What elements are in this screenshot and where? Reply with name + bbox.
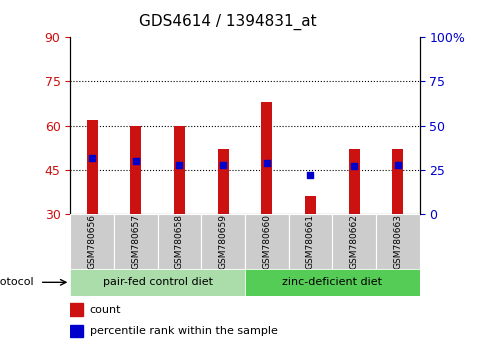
Bar <box>288 214 332 269</box>
Text: GSM780662: GSM780662 <box>349 214 358 269</box>
Bar <box>217 149 228 214</box>
Bar <box>392 149 402 214</box>
Text: GDS4614 / 1394831_at: GDS4614 / 1394831_at <box>139 14 316 30</box>
Bar <box>70 269 244 296</box>
Bar <box>332 214 375 269</box>
Text: GSM780659: GSM780659 <box>218 214 227 269</box>
Bar <box>157 214 201 269</box>
Text: count: count <box>90 305 121 315</box>
Bar <box>70 325 82 337</box>
Bar <box>174 126 184 214</box>
Point <box>219 162 227 167</box>
Text: GSM780656: GSM780656 <box>88 214 96 269</box>
Point <box>88 155 96 160</box>
Bar <box>261 102 272 214</box>
Text: zinc-deficient diet: zinc-deficient diet <box>282 277 381 287</box>
Bar <box>130 126 141 214</box>
Bar <box>348 149 359 214</box>
Point <box>132 158 139 164</box>
Bar <box>304 196 315 214</box>
Bar <box>70 303 82 316</box>
Point <box>175 162 183 167</box>
Bar <box>244 214 288 269</box>
Text: GSM780657: GSM780657 <box>131 214 140 269</box>
Text: percentile rank within the sample: percentile rank within the sample <box>90 326 277 336</box>
Text: pair-fed control diet: pair-fed control diet <box>103 277 212 287</box>
Text: GSM780661: GSM780661 <box>305 214 314 269</box>
Bar <box>244 269 419 296</box>
Bar <box>87 120 97 214</box>
Bar <box>70 214 114 269</box>
Bar <box>201 214 244 269</box>
Text: GSM780663: GSM780663 <box>393 214 401 269</box>
Bar <box>375 214 419 269</box>
Point <box>306 172 314 178</box>
Text: GSM780658: GSM780658 <box>175 214 183 269</box>
Point <box>349 164 357 169</box>
Bar <box>114 214 157 269</box>
Text: GSM780660: GSM780660 <box>262 214 271 269</box>
Point <box>393 162 401 167</box>
Point <box>262 160 270 166</box>
Text: growth protocol: growth protocol <box>0 277 33 287</box>
